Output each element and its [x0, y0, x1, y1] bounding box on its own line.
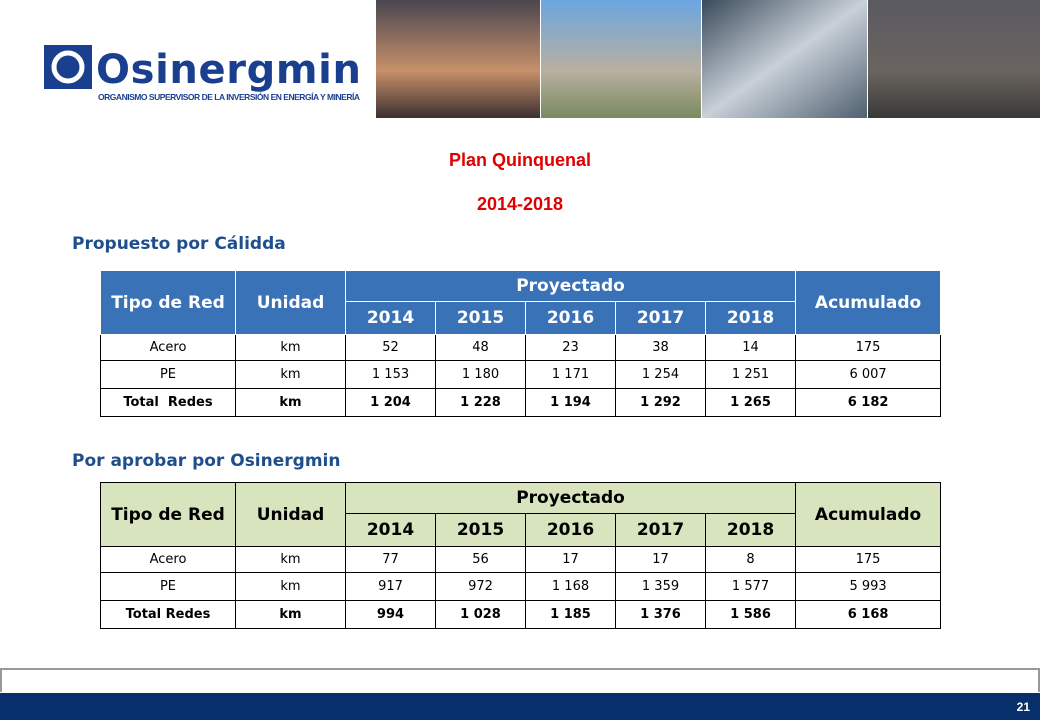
cell: km: [235, 334, 346, 361]
data-row: Acero km 52 48 23 38 14 175: [100, 334, 942, 361]
cell: Acero: [100, 546, 236, 573]
cell: PE: [100, 360, 236, 389]
cell: 175: [795, 546, 942, 573]
page-number: 21: [1016, 700, 1030, 714]
cell: 1 228: [435, 388, 526, 417]
header-cell: Proyectado: [344, 482, 797, 514]
cell: 1 185: [525, 600, 616, 629]
footer-bar: [0, 693, 1040, 720]
title: Plan Quinquenal: [448, 150, 591, 170]
cell: km: [235, 360, 346, 389]
header-cell: 2017: [615, 301, 706, 335]
data-row: PE km 917 972 1 168 1 359 1 577 5 993: [100, 572, 942, 601]
cell: 1 251: [704, 360, 797, 389]
header-cell: Tipo de Red: [100, 482, 236, 547]
cell: 56: [435, 546, 526, 573]
cell: 6 182: [795, 388, 942, 417]
header-cell: 2017: [615, 513, 706, 547]
cell: 1 204: [345, 388, 436, 417]
cell: 1 586: [704, 600, 797, 629]
header-cell: Proyectado: [344, 270, 797, 302]
cell: 6 168: [795, 600, 942, 629]
cell: 1 171: [525, 360, 616, 389]
cell: 1 359: [615, 572, 706, 601]
cell: km: [235, 546, 346, 573]
data-row: PE km 1 153 1 180 1 171 1 254 1 251 6 007: [100, 360, 942, 389]
header-cell: Acumulado: [795, 482, 942, 547]
cell: 972: [435, 572, 526, 601]
cell: 77: [345, 546, 436, 573]
cell: 994: [345, 600, 436, 629]
cell: 38: [615, 334, 706, 361]
header-cell: 2014: [345, 301, 436, 335]
cell: km: [235, 388, 346, 417]
cell: 1 153: [345, 360, 436, 389]
header-cell: 2016: [525, 301, 616, 335]
cell: PE: [100, 572, 236, 601]
header-cell: 2018: [704, 513, 797, 547]
cell: 5 993: [795, 572, 942, 601]
cell: km: [235, 572, 346, 601]
header-cell: Unidad: [235, 482, 346, 547]
cell: Acero: [100, 334, 236, 361]
period: 2014-2018: [476, 194, 564, 214]
photo: [868, 0, 1040, 118]
header-cell: Acumulado: [795, 270, 942, 335]
cell: 8: [704, 546, 797, 573]
tagline: ORGANISMO SUPERVISOR DE LA INVERSIÓN EN …: [98, 91, 360, 102]
cell: 17: [525, 546, 616, 573]
cell: Total Redes: [100, 600, 236, 629]
cell: 175: [795, 334, 942, 361]
cell: Total Redes: [100, 388, 236, 417]
cell: 1 265: [704, 388, 797, 417]
data-row: Total Redes km 994 1 028 1 185 1 376 1 586 6 16…: [100, 600, 942, 629]
brand: Osinergmin: [96, 47, 361, 93]
header-cell: 2015: [435, 513, 526, 547]
header-cell: 2014: [345, 513, 436, 547]
cell: 52: [345, 334, 436, 361]
header-cell: Unidad: [235, 270, 346, 335]
cell: 23: [525, 334, 616, 361]
header-row: 2014 2015 2016 2017 2018: [101, 513, 941, 547]
section-heading: Propuesto por Cálidda: [72, 234, 286, 254]
cell: 6 007: [795, 360, 942, 389]
cell: 48: [435, 334, 526, 361]
header-cell: 2015: [435, 301, 526, 335]
banner: Osinergmin ORGANISMO SUPERVISOR DE LA IN…: [44, 0, 1040, 118]
cell: 1 577: [704, 572, 797, 601]
header-row: 2014 2015 2016 2017 2018: [101, 301, 941, 335]
photo: [376, 0, 540, 118]
cell: 14: [704, 334, 797, 361]
cell: 917: [345, 572, 436, 601]
data-row: Acero km 77 56 17 17 8 175: [100, 546, 942, 573]
header-cell: 2016: [525, 513, 616, 547]
header-row: Tipo de Red Unidad Proyectado Acumulado: [100, 482, 942, 547]
cell: 1 254: [615, 360, 706, 389]
cell: 1 376: [615, 600, 706, 629]
photo: [541, 0, 701, 118]
cell: 1 180: [435, 360, 526, 389]
data-table: Tipo de Red Unidad Proyectado Acumulado 2014…: [100, 270, 942, 417]
cell: 17: [615, 546, 706, 573]
cell: 1 168: [525, 572, 616, 601]
header-cell: 2018: [704, 301, 797, 335]
footer-frame: [0, 668, 1040, 692]
header-row: Tipo de Red Unidad Proyectado Acumulado: [100, 270, 942, 335]
cell: km: [235, 600, 346, 629]
photo: [702, 0, 867, 118]
section-heading: Por aprobar por Osinergmin: [72, 451, 341, 471]
header-cell: Tipo de Red: [100, 270, 236, 335]
logo-icon: [51, 50, 85, 84]
cell: 1 292: [615, 388, 706, 417]
data-table: Tipo de Red Unidad Proyectado Acumulado 2014…: [100, 482, 942, 629]
cell: 1 194: [525, 388, 616, 417]
data-row: Total Redes km 1 204 1 228 1 194 1 292 1 265 6 …: [100, 388, 942, 417]
cell: 1 028: [435, 600, 526, 629]
